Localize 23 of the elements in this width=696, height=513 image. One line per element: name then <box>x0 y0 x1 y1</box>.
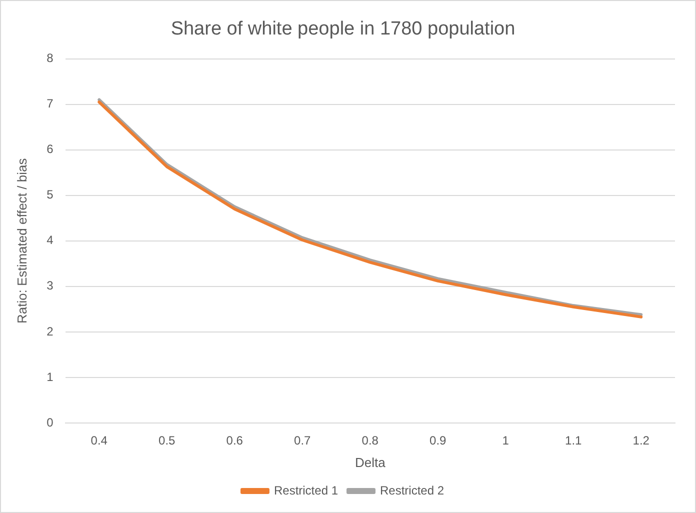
x-tick-label: 0.7 <box>294 434 312 448</box>
y-tick-label: 2 <box>46 324 54 338</box>
x-tick-label: 1 <box>502 434 510 448</box>
x-tick-label: 1.2 <box>632 434 650 448</box>
x-tick-label: 1.1 <box>565 434 582 448</box>
y-tick-label: 8 <box>46 51 54 66</box>
y-tick-label: 4 <box>46 233 54 248</box>
y-tick-label: 1 <box>46 370 54 384</box>
y-tick-label: 6 <box>46 142 54 156</box>
legend-label: Restricted 1 <box>274 483 338 498</box>
x-tick-label: 0.9 <box>430 434 447 448</box>
y-tick-label: 7 <box>46 96 54 111</box>
y-axis-title: Ratio: Estimated effect / bias <box>14 158 30 324</box>
chart-title: Share of white people in 1780 population <box>170 18 516 40</box>
legend-label: Restricted 2 <box>380 483 444 498</box>
y-tick-label: 0 <box>46 415 54 430</box>
x-tick-label: 0.6 <box>226 434 244 448</box>
y-tick-label: 5 <box>46 188 54 202</box>
y-tick-label: 3 <box>46 278 54 293</box>
x-axis-title: Delta <box>354 454 386 470</box>
x-tick-label: 0.4 <box>90 434 108 448</box>
x-tick-label: 0.5 <box>158 434 176 448</box>
x-tick-label: 0.8 <box>362 434 379 448</box>
